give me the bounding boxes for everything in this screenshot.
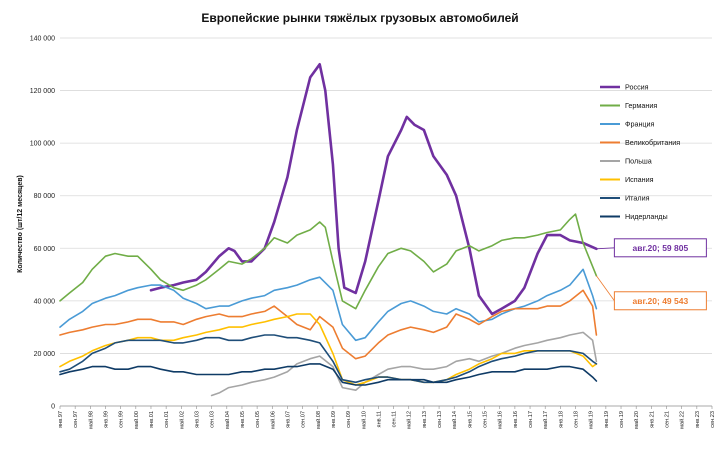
callout-box <box>613 238 707 258</box>
x-tick-label: янв.99 <box>103 411 109 428</box>
legend-label: Великобритания <box>625 138 680 147</box>
x-tick-label: май.16 <box>497 411 504 429</box>
x-tick-label: сен.18 <box>574 411 580 428</box>
x-tick-label: янв.01 <box>149 411 155 428</box>
x-tick-label: янв.05 <box>240 411 246 428</box>
legend-label: Нидерланды <box>625 212 668 221</box>
series-line-4 <box>210 331 598 397</box>
legend-label: Польша <box>625 157 652 166</box>
x-tick-label: май.02 <box>178 411 185 429</box>
x-tick-label: май.08 <box>315 411 322 429</box>
x-tick-label: сен.23 <box>710 411 716 428</box>
y-tick-label: 140 000 <box>30 36 55 43</box>
plot-area: 0 20 000 40 000 60 000 80 000 100 000 120 000 1… <box>30 36 716 429</box>
x-tick-label: сен.01 <box>164 411 170 428</box>
x-tick-label: май.06 <box>269 411 276 429</box>
x-tick-label: май.17 <box>542 411 549 429</box>
legend-label: Россия <box>625 83 649 92</box>
callout-box <box>613 291 707 311</box>
x-tick-label: май.20 <box>633 411 640 429</box>
x-tick-label: май.04 <box>224 411 231 429</box>
y-tick-label: 80 000 <box>34 193 56 200</box>
x-tick-label: май.19 <box>588 411 595 429</box>
x-tick-label: янв.23 <box>695 411 701 428</box>
legend-label: Италия <box>625 194 650 203</box>
series-line-1 <box>59 213 598 310</box>
y-tick-label: 40 000 <box>34 298 56 305</box>
x-tick-label: сен.99 <box>119 411 125 428</box>
x-tick-label: янв.18 <box>558 411 564 428</box>
x-tick-label: сен.97 <box>73 411 79 428</box>
callout-leader <box>596 275 615 302</box>
y-tick-label: 0 <box>51 404 55 411</box>
series-line-0 <box>149 63 598 316</box>
x-tick-label: янв.03 <box>194 411 200 428</box>
x-tick-label: янв.97 <box>58 411 64 428</box>
x-tick-label: сен.09 <box>346 411 352 428</box>
x-tick-label: май.10 <box>360 411 367 429</box>
callout-leader <box>596 247 615 250</box>
legend-label: Германия <box>625 101 657 110</box>
callout-label: авг.20; 59 805 <box>633 243 689 253</box>
x-tick-label: янв.21 <box>649 411 655 428</box>
y-tick-label: 60 000 <box>34 246 56 253</box>
x-tick-label: май.98 <box>87 411 94 429</box>
x-tick-label: май.14 <box>451 411 458 429</box>
x-tick-label: сен.15 <box>483 411 489 428</box>
y-tick-label: 20 000 <box>34 351 56 358</box>
x-tick-label: сен.11 <box>392 411 398 427</box>
x-tick-label: янв.19 <box>604 411 610 428</box>
series-line-7 <box>59 363 598 386</box>
x-tick-label: сен.03 <box>210 411 216 428</box>
x-tick-label: май.12 <box>406 411 413 429</box>
x-tick-label: сен.05 <box>255 411 261 428</box>
callout-label: авг.20; 49 543 <box>633 296 689 306</box>
x-tick-label: янв.15 <box>467 411 473 428</box>
x-tick-label: сен.07 <box>301 411 307 428</box>
legend-label: Франция <box>625 120 655 129</box>
y-tick-label: 100 000 <box>30 141 55 148</box>
x-tick-label: май.00 <box>133 411 140 429</box>
x-tick-label: сен.13 <box>437 411 443 428</box>
series-line-3 <box>59 289 598 360</box>
chart-title: Европейские рынки тяжёлых грузовых автом… <box>201 11 518 25</box>
x-tick-label: янв.09 <box>331 411 337 428</box>
x-tick-label: май.22 <box>679 411 686 429</box>
x-tick-label: сен.19 <box>619 411 625 428</box>
x-tick-label: сен.21 <box>665 411 671 428</box>
series-line-6 <box>59 334 598 384</box>
series-line-5 <box>59 313 598 386</box>
y-axis-label: Количество (шт/12 месяцев) <box>17 175 24 273</box>
y-tick-label: 120 000 <box>30 88 55 95</box>
x-tick-label: янв.16 <box>513 411 519 428</box>
x-tick-label: янв.13 <box>422 411 428 428</box>
legend-label: Испания <box>625 175 654 184</box>
callouts: авг.20; 59 805 авг.20; 49 543 <box>596 238 707 311</box>
x-tick-label: янв.07 <box>285 411 291 428</box>
x-tick-label: янв.11 <box>376 411 382 427</box>
legend: Россия Германия Франция Великобритания Польш… <box>600 83 680 221</box>
x-tick-label: сен.17 <box>528 411 534 428</box>
